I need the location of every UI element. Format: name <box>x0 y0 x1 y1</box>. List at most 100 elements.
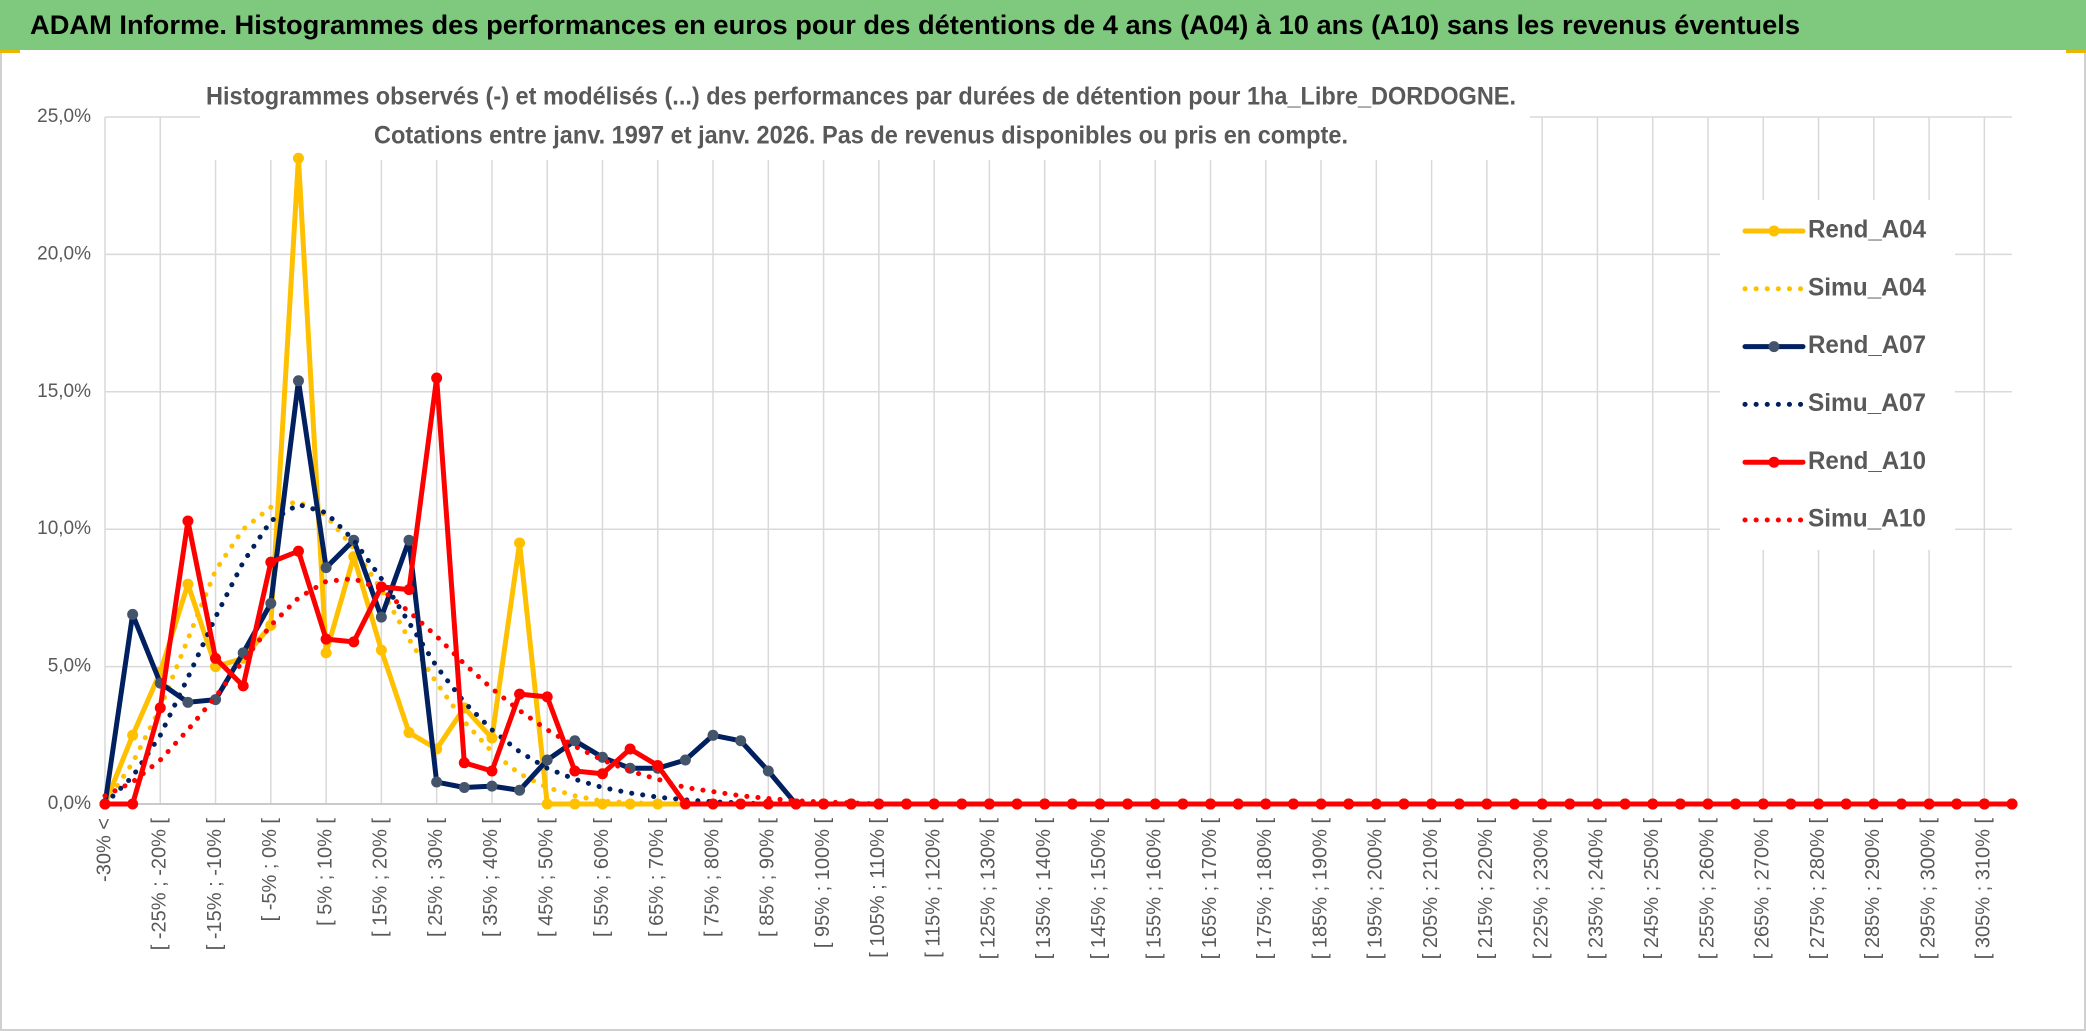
marker <box>569 798 581 810</box>
marker <box>403 727 415 739</box>
marker <box>182 696 194 708</box>
marker <box>292 545 304 557</box>
marker <box>1978 798 1990 810</box>
marker <box>1426 798 1438 810</box>
marker <box>1177 798 1189 810</box>
x-tick-label: [ 185% ; 190% [ <box>1309 818 1331 960</box>
x-tick-label: [ 45% ; 50% [ <box>535 818 557 937</box>
banner <box>0 0 2086 50</box>
marker <box>486 732 498 744</box>
legend-label: Simu_A07 <box>1808 389 1926 417</box>
legend-marker <box>1768 225 1780 237</box>
marker <box>127 608 139 620</box>
x-tick-label: -30% < <box>93 818 115 882</box>
x-tick-label: [ 165% ; 170% [ <box>1199 818 1221 960</box>
legend-marker <box>1768 456 1780 468</box>
marker <box>154 702 166 714</box>
x-tick-label: [ 275% ; 280% [ <box>1807 818 1829 960</box>
legend-box <box>1720 200 1955 550</box>
marker <box>1813 798 1825 810</box>
x-tick-label: [ 205% ; 210% [ <box>1420 818 1442 960</box>
x-tick-label: [ 295% ; 300% [ <box>1917 818 1939 960</box>
x-tick-label: [ 35% ; 40% [ <box>480 818 502 937</box>
marker <box>707 798 719 810</box>
marker <box>569 735 581 747</box>
marker <box>624 743 636 755</box>
marker <box>1232 798 1244 810</box>
marker <box>1868 798 1880 810</box>
y-tick-label: 15,0% <box>37 381 91 402</box>
x-tick-label: [ 145% ; 150% [ <box>1088 818 1110 960</box>
x-tick-label: [ 225% ; 230% [ <box>1530 818 1552 960</box>
marker <box>735 798 747 810</box>
x-tick-label: [ 115% ; 120% [ <box>922 818 944 958</box>
marker <box>320 647 332 659</box>
marker <box>1647 798 1659 810</box>
x-tick-label: [ 235% ; 240% [ <box>1586 818 1608 960</box>
x-tick-label: [ 245% ; 250% [ <box>1641 818 1663 960</box>
marker <box>320 562 332 574</box>
marker <box>900 798 912 810</box>
x-tick-label: [ 175% ; 180% [ <box>1254 818 1276 960</box>
x-tick-label: [ 105% ; 110% [ <box>867 818 889 958</box>
marker <box>182 578 194 590</box>
marker <box>541 754 553 766</box>
x-tick-label: [ 5% ; 10% [ <box>314 818 336 926</box>
marker <box>956 798 968 810</box>
x-tick-label: [ 75% ; 80% [ <box>701 818 723 937</box>
marker <box>1370 798 1382 810</box>
marker <box>707 729 719 741</box>
marker <box>1011 798 1023 810</box>
marker <box>292 375 304 387</box>
marker <box>292 152 304 164</box>
series-line <box>102 576 2015 807</box>
legend-label: Simu_A04 <box>1808 273 1926 301</box>
marker <box>1343 798 1355 810</box>
marker <box>514 688 526 700</box>
banner-title: ADAM Informe. Histogrammes des performan… <box>30 10 1800 40</box>
marker <box>652 760 664 772</box>
x-tick-label: [ 65% ; 70% [ <box>646 818 668 937</box>
marker <box>679 754 691 766</box>
marker <box>265 556 277 568</box>
plot <box>99 152 2018 810</box>
marker <box>652 798 664 810</box>
y-tick-label: 0,0% <box>48 793 91 814</box>
marker <box>1315 798 1327 810</box>
marker <box>514 537 526 549</box>
marker <box>541 798 553 810</box>
y-tick-label: 20,0% <box>37 243 91 264</box>
legend-marker <box>1768 341 1780 353</box>
x-tick-label: [ 55% ; 60% [ <box>591 818 613 937</box>
marker <box>1260 798 1272 810</box>
marker <box>1122 798 1134 810</box>
x-tick-label: [ -5% ; 0% [ <box>259 818 281 922</box>
marker <box>375 611 387 623</box>
marker <box>541 691 553 703</box>
x-tick-label: [ 85% ; 90% [ <box>757 818 779 937</box>
marker <box>762 798 774 810</box>
marker <box>403 584 415 596</box>
marker <box>596 798 608 810</box>
x-tick-label: [ -25% ; -20% [ <box>149 818 171 951</box>
y-tick-label: 25,0% <box>37 106 91 127</box>
y-tick-label: 10,0% <box>37 518 91 539</box>
marker <box>514 784 526 796</box>
marker <box>1481 798 1493 810</box>
marker <box>127 798 139 810</box>
legend: Rend_A04 Simu_A04 Rend_A07 Simu_A07 Rend_A10… <box>1742 216 1926 533</box>
marker <box>127 729 139 741</box>
marker <box>431 776 443 788</box>
marker <box>320 633 332 645</box>
chart-title: Histogrammes observés (-) et modélisés (… <box>206 83 1516 111</box>
marker <box>596 768 608 780</box>
marker <box>1287 798 1299 810</box>
x-tick-label: [ 215% ; 220% [ <box>1475 818 1497 960</box>
marker <box>210 652 222 664</box>
marker <box>403 534 415 546</box>
marker <box>735 735 747 747</box>
marker <box>1923 798 1935 810</box>
marker <box>624 762 636 774</box>
marker <box>458 757 470 769</box>
